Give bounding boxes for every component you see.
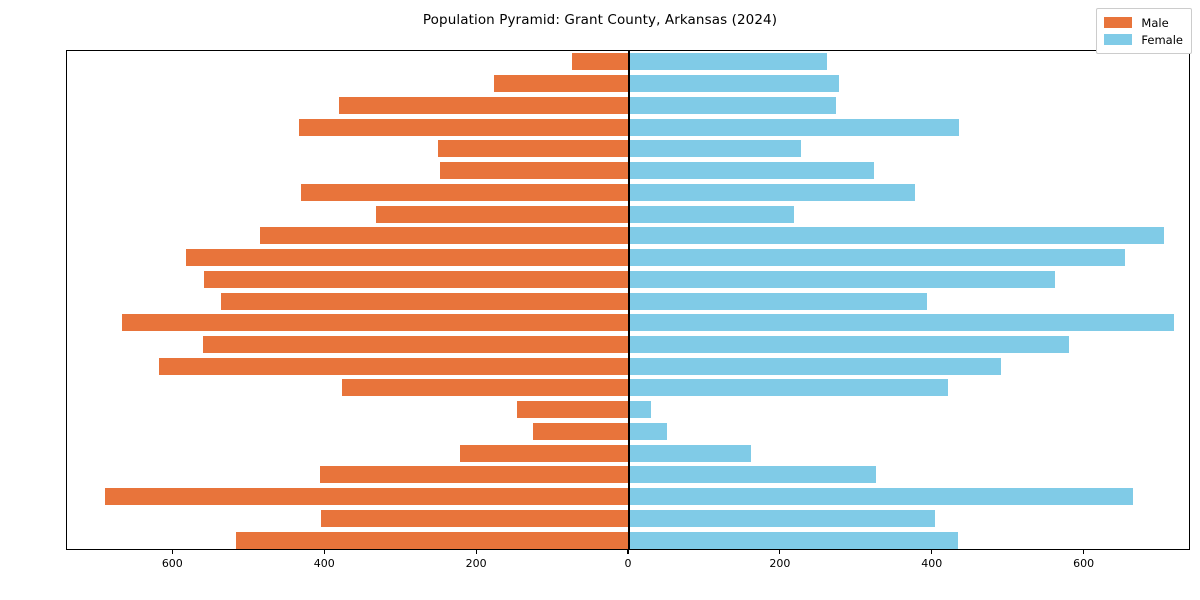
bar-male-80-84 <box>493 75 629 93</box>
bar-female-75-79 <box>629 96 837 114</box>
x-tick-label: 0 <box>624 557 632 570</box>
bar-male-22-24 <box>341 379 629 397</box>
x-axis: 600 400 200 0 200 400 600 <box>66 50 1190 570</box>
bar-female-67-69 <box>629 140 801 158</box>
legend-item-female: Female <box>1104 31 1183 48</box>
bar-female-55-59 <box>629 227 1164 245</box>
bar-male-15-17 <box>319 466 629 484</box>
legend-label-male: Male <box>1141 15 1169 30</box>
bar-female-50-54 <box>629 249 1125 267</box>
legend-swatch-female <box>1104 34 1133 45</box>
bar-female-5-9 <box>629 509 936 527</box>
bar-female-85+ <box>629 53 828 71</box>
bar-male-60-61 <box>376 205 629 223</box>
bar-male-75-79 <box>338 96 629 114</box>
bar-female-70-74 <box>629 118 960 136</box>
bar-male-45-49 <box>203 270 629 288</box>
plot-area <box>66 50 1190 550</box>
bar-female-15-17 <box>629 466 876 484</box>
bar-male-20 <box>532 422 629 440</box>
bar-female-62-64 <box>629 183 915 201</box>
legend-item-male: Male <box>1104 14 1183 31</box>
x-tick-mark <box>779 550 781 554</box>
bar-female-20 <box>629 422 667 440</box>
bar-male-21 <box>517 401 629 419</box>
bar-female-under-5 <box>629 531 958 549</box>
bar-female-25-29 <box>629 357 1002 375</box>
x-tick-label: 600 <box>1073 557 1095 570</box>
x-tick-label: 200 <box>465 557 487 570</box>
bar-female-10-14 <box>629 488 1133 506</box>
x-tick-mark <box>171 550 173 554</box>
x-tick-label: 400 <box>313 557 335 570</box>
bar-male-62-64 <box>300 183 629 201</box>
bar-female-45-49 <box>629 270 1056 288</box>
bar-female-35-39 <box>629 314 1175 332</box>
bar-male-25-29 <box>158 357 629 375</box>
bar-female-21 <box>629 401 652 419</box>
bar-female-80-84 <box>629 75 839 93</box>
bar-male-85+ <box>572 53 629 71</box>
bar-male-35-39 <box>121 314 629 332</box>
bar-female-60-61 <box>629 205 794 223</box>
x-tick-mark <box>931 550 933 554</box>
bar-female-22-24 <box>629 379 948 397</box>
chart-title: Population Pyramid: Grant County, Arkans… <box>422 12 778 28</box>
bar-male-65-66 <box>439 162 629 180</box>
bar-male-67-69 <box>437 140 629 158</box>
x-tick-mark <box>323 550 325 554</box>
bar-male-10-14 <box>104 488 629 506</box>
x-tick-label: 200 <box>769 557 791 570</box>
legend-label-female: Female <box>1141 32 1183 47</box>
x-tick-mark <box>1083 550 1085 554</box>
chart-legend: Male Female <box>1096 8 1192 54</box>
bar-male-40-44 <box>221 292 629 310</box>
center-zero-axis-line <box>628 51 630 549</box>
x-tick-mark <box>627 550 629 554</box>
bar-female-40-44 <box>629 292 927 310</box>
x-tick-label: 600 <box>161 557 183 570</box>
bar-male-70-74 <box>298 118 629 136</box>
bar-male-5-9 <box>320 509 629 527</box>
bar-female-30-34 <box>629 335 1070 353</box>
bar-male-18-19 <box>460 444 629 462</box>
x-tick-mark <box>475 550 477 554</box>
bar-female-65-66 <box>629 162 875 180</box>
bar-female-18-19 <box>629 444 751 462</box>
x-tick-label: 400 <box>921 557 943 570</box>
bar-male-30-34 <box>202 335 629 353</box>
bar-male-55-59 <box>259 227 629 245</box>
bar-male-50-54 <box>186 249 629 267</box>
bar-male-under-5 <box>236 531 629 549</box>
legend-swatch-male <box>1104 17 1133 28</box>
